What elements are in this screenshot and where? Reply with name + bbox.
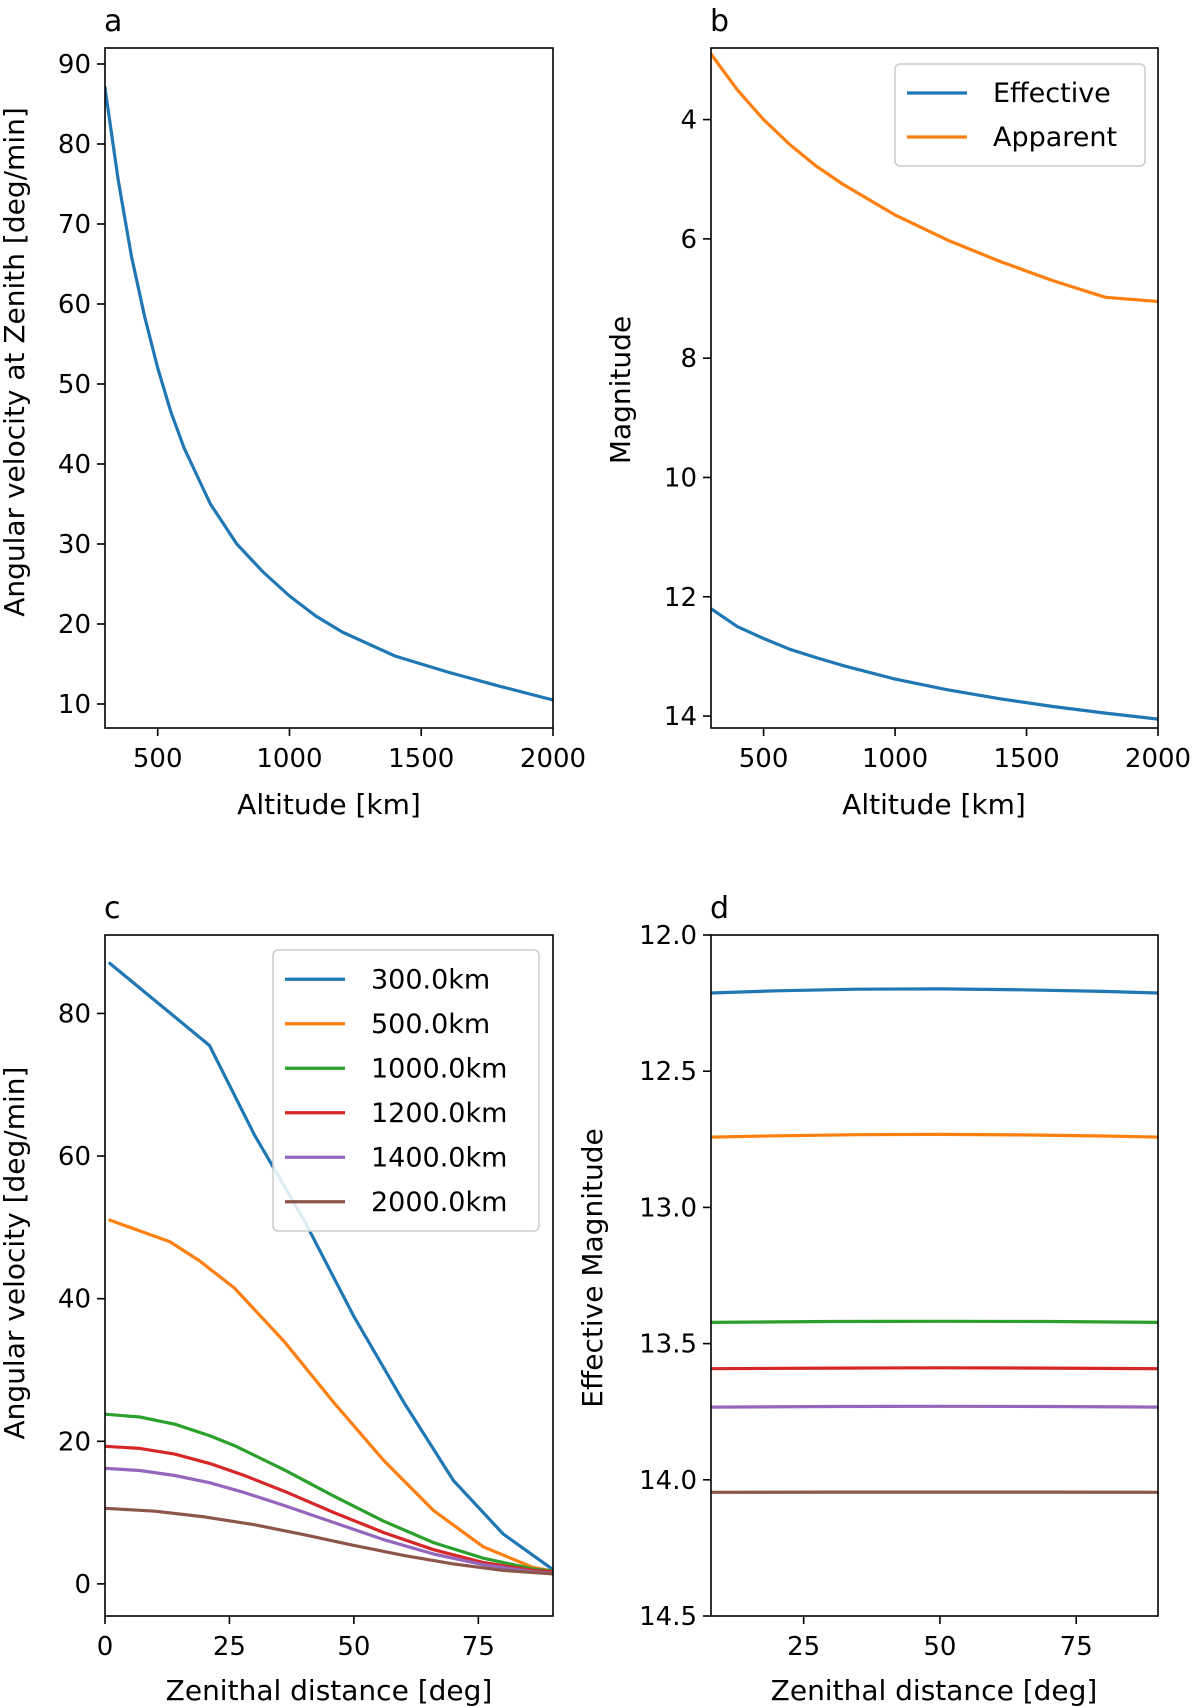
panel-a-plot: 500 1000 1500 2000 10 20 30 40 50 60 70 80 90 — [58, 47, 586, 774]
y-tick-label-a-1: 20 — [58, 610, 91, 640]
series-line-b-1 — [711, 51, 1158, 304]
panel-b-xlabel: Altitude [km] — [842, 788, 1026, 821]
y-tick-label-c-1: 20 — [58, 1427, 91, 1457]
y-tick-label-b-3: 10 — [664, 463, 697, 493]
series-line-d-1 — [711, 1132, 1158, 1139]
y-tick-label-d-1: 12.5 — [639, 1057, 697, 1087]
series-line-c-3 — [105, 1444, 553, 1574]
y-tick-label-a-5: 60 — [58, 290, 91, 320]
plot-frame-a — [104, 47, 554, 729]
y-tick-label-d-4: 14.0 — [639, 1466, 697, 1496]
panel-b: b 500 1000 1500 2000 4 6 8 10 12 14 Effective Appar… — [604, 4, 1191, 821]
series-line-c-4 — [105, 1466, 553, 1575]
y-tick-label-a-4: 50 — [58, 370, 91, 400]
panel-d-letter: d — [710, 891, 729, 926]
x-tick-label-c-2: 50 — [337, 1632, 370, 1662]
panel-c: c 0 25 50 75 0 20 40 60 80 300.0km 500.0km 1000.0km… — [0, 891, 554, 1707]
y-tick-label-c-3: 60 — [58, 1142, 91, 1172]
panel-a-ylabel: Angular velocity at Zenith [deg/min] — [0, 107, 31, 617]
plot-frame-c — [104, 934, 554, 1617]
x-tick-label-d-2: 75 — [1060, 1632, 1093, 1662]
x-tick-label-b-3: 2000 — [1125, 744, 1191, 774]
panel-c-ylabel: Angular velocity [deg/min] — [0, 1067, 31, 1440]
plot-frame-d — [710, 934, 1159, 1617]
panel-c-xlabel: Zenithal distance [deg] — [166, 1674, 493, 1707]
x-tick-label-c-3: 75 — [462, 1632, 495, 1662]
legend-label-c-0: 300.0km — [371, 964, 490, 995]
series-line-c-1 — [107, 1218, 553, 1573]
plot-frame-b — [710, 47, 1159, 729]
series-line-c-0 — [107, 961, 553, 1572]
x-tick-label-a-2: 1500 — [388, 744, 454, 774]
x-tick-label-b-0: 500 — [739, 744, 789, 774]
y-tick-label-a-2: 30 — [58, 530, 91, 560]
panel-a-xlabel: Altitude [km] — [237, 788, 421, 821]
legend-label-c-5: 2000.0km — [371, 1187, 507, 1218]
y-tick-label-b-1: 6 — [680, 225, 697, 255]
legend-label-b-1: Apparent — [993, 122, 1117, 153]
x-tick-label-d-1: 50 — [923, 1632, 956, 1662]
x-tick-label-d-0: 25 — [787, 1632, 820, 1662]
x-tick-label-c-0: 0 — [97, 1632, 114, 1662]
legend-box-c — [272, 949, 540, 1232]
series-line-c-2 — [105, 1412, 553, 1573]
series-line-d-0 — [711, 987, 1158, 995]
x-tick-label-a-0: 500 — [133, 744, 183, 774]
y-tick-label-b-5: 14 — [664, 702, 697, 732]
x-tick-label-a-1: 1000 — [256, 744, 322, 774]
legend-label-b-0: Effective — [993, 78, 1111, 109]
y-tick-label-b-4: 12 — [664, 583, 697, 613]
legend-label-c-3: 1200.0km — [371, 1098, 507, 1129]
y-tick-label-d-5: 14.5 — [639, 1602, 697, 1632]
x-tick-label-c-1: 25 — [213, 1632, 246, 1662]
y-tick-label-b-0: 4 — [680, 106, 697, 136]
y-tick-label-d-0: 12.0 — [639, 921, 697, 951]
y-tick-label-b-2: 8 — [680, 344, 697, 374]
series-line-d-3 — [711, 1366, 1158, 1371]
y-tick-label-a-3: 40 — [58, 450, 91, 480]
panel-d-ylabel: Effective Magnitude — [576, 1128, 609, 1407]
legend-label-c-1: 500.0km — [371, 1009, 490, 1040]
x-tick-label-a-3: 2000 — [520, 744, 586, 774]
panel-c-letter: c — [104, 891, 121, 926]
y-tick-label-a-7: 80 — [58, 130, 91, 160]
series-line-d-4 — [711, 1404, 1158, 1409]
legend-label-c-4: 1400.0km — [371, 1142, 507, 1173]
series-line-c-5 — [105, 1506, 553, 1576]
panel-b-ylabel: Magnitude — [604, 316, 637, 464]
legend-c: 300.0km 500.0km 1000.0km 1200.0km 1400.0km 20… — [272, 949, 540, 1232]
y-tick-label-c-4: 80 — [58, 999, 91, 1029]
legend-box-b — [894, 63, 1146, 167]
y-tick-label-a-6: 70 — [58, 210, 91, 240]
legend-b: Effective Apparent — [894, 63, 1146, 167]
panel-d-plot: 25 50 75 12.0 12.5 13.0 13.5 14.0 14.5 — [639, 921, 1159, 1662]
y-tick-label-c-0: 0 — [74, 1570, 91, 1600]
panel-d-xlabel: Zenithal distance [deg] — [771, 1674, 1098, 1707]
panel-a-letter: a — [104, 4, 122, 39]
series-line-d-2 — [711, 1319, 1158, 1325]
y-tick-label-a-0: 10 — [58, 690, 91, 720]
y-tick-label-d-2: 13.0 — [639, 1193, 697, 1223]
y-tick-label-d-3: 13.5 — [639, 1330, 697, 1360]
series-line-b-0 — [711, 606, 1158, 721]
legend-label-c-2: 1000.0km — [371, 1053, 507, 1084]
x-tick-label-b-2: 1500 — [993, 744, 1059, 774]
y-tick-label-c-2: 40 — [58, 1285, 91, 1315]
panel-b-letter: b — [710, 4, 729, 39]
y-tick-label-a-8: 90 — [58, 50, 91, 80]
panel-b-plot: 500 1000 1500 2000 4 6 8 10 12 14 Effective Apparen… — [664, 47, 1191, 774]
x-tick-label-b-1: 1000 — [862, 744, 928, 774]
panel-d: d 25 50 75 12.0 12.5 13.0 13.5 14.0 14.5 Zenitha… — [576, 891, 1159, 1707]
series-line-a-0 — [105, 86, 553, 702]
panel-c-plot: 0 25 50 75 0 20 40 60 80 300.0km 500.0km 1000.0km 12… — [58, 934, 554, 1662]
panel-a: a 500 1000 1500 2000 10 20 30 40 50 60 70 80 90 Alti… — [0, 4, 586, 821]
